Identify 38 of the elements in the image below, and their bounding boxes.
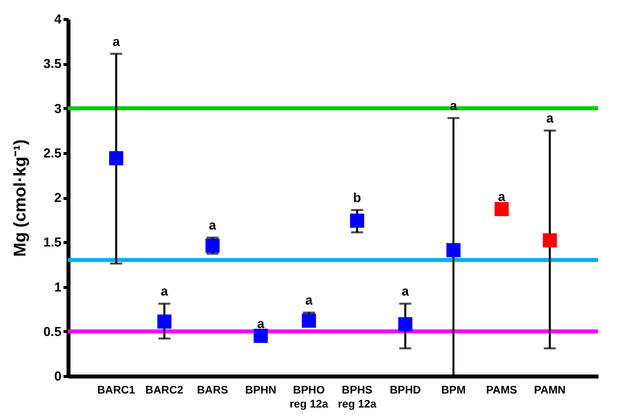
x-tick-label: BPM	[441, 384, 466, 396]
point	[446, 243, 461, 258]
x-tick-label: BARC2	[145, 384, 184, 396]
x-tick-label: BARC1	[97, 384, 136, 396]
y-tick-label: 0.5	[43, 324, 62, 339]
x-tick-label: BPHO reg 12a	[290, 384, 330, 410]
annotation: a	[450, 98, 458, 114]
x-tick-label: BARS	[196, 384, 228, 396]
point	[109, 151, 124, 166]
point	[350, 214, 364, 228]
point	[157, 314, 172, 329]
annotation: a	[208, 218, 217, 233]
annotation: a	[112, 34, 121, 49]
point	[542, 233, 557, 248]
x-tick-label: PAMS	[486, 384, 518, 396]
annotation: a	[402, 284, 410, 299]
y-tick-label: 1.5	[43, 234, 62, 250]
x-tick-label: BPHD	[390, 384, 421, 396]
point	[398, 317, 412, 332]
y-tick-label: 3.5	[43, 56, 62, 72]
x-tick-label: BPHN	[245, 384, 276, 396]
y-tick-label: 2.5	[43, 145, 62, 160]
x-tick-label: BPHS reg 12a	[338, 384, 378, 410]
x-tick-label: PAMN	[534, 384, 566, 396]
annotation: a	[305, 292, 314, 308]
annotation: a	[160, 284, 169, 299]
y-tick-label: 4	[54, 12, 62, 26]
y-tick-label: 0	[54, 368, 62, 384]
y-axis-title: Mg (cmol·kg⁻¹)	[10, 139, 30, 257]
point	[254, 328, 268, 343]
y-tick-label: 3	[54, 100, 62, 116]
y-tick-label: 1	[54, 279, 62, 294]
annotation: a	[498, 189, 506, 204]
annotation: a	[257, 316, 266, 331]
point	[494, 202, 509, 216]
y-tick-label: 2	[54, 190, 62, 205]
annotation: a	[546, 110, 554, 126]
annotation: b	[353, 190, 362, 205]
